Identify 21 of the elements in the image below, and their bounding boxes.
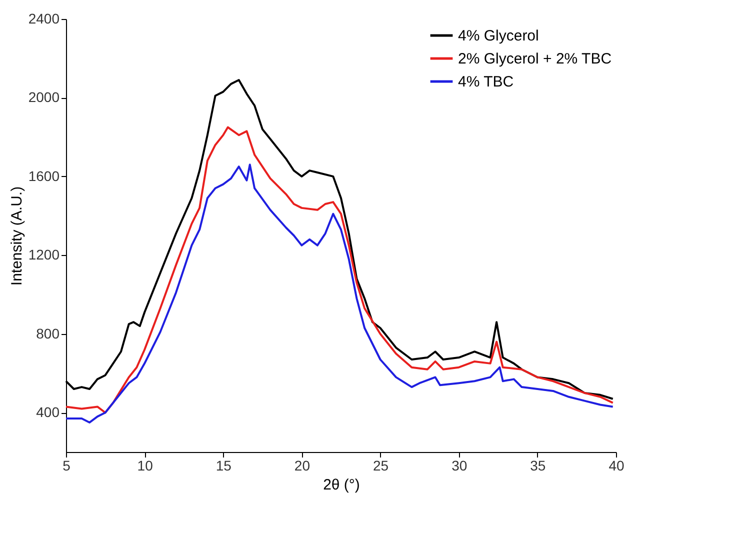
y-axis-title: Intensity (A.U.) [8,186,26,286]
y-tick-label: 400 [36,404,60,420]
y-tick-label: 1600 [28,168,60,184]
line-series [65,126,614,414]
y-tick-label: 800 [36,325,60,342]
legend-label: 4% Glycerol [458,28,539,44]
line-series [65,164,614,424]
x-tick-label: 15 [216,458,232,474]
y-tick-label: 1200 [28,246,60,263]
x-tick-label: 30 [452,458,468,474]
x-tick-label: 25 [372,458,389,474]
y-tick-label: 2400 [28,10,60,26]
x-tick-label: 20 [294,458,310,474]
legend-label: 2% Glycerol + 2% TBC [458,50,612,68]
x-tick-label: 5 [62,458,71,474]
x-axis-title: 2θ (°) [323,476,360,494]
x-tick-label: 10 [137,458,154,474]
x-tick-label: 40 [608,458,624,474]
x-tick-label: 35 [530,458,546,474]
y-tick-label: 2000 [28,89,60,106]
legend-label: 4% TBC [458,74,514,90]
